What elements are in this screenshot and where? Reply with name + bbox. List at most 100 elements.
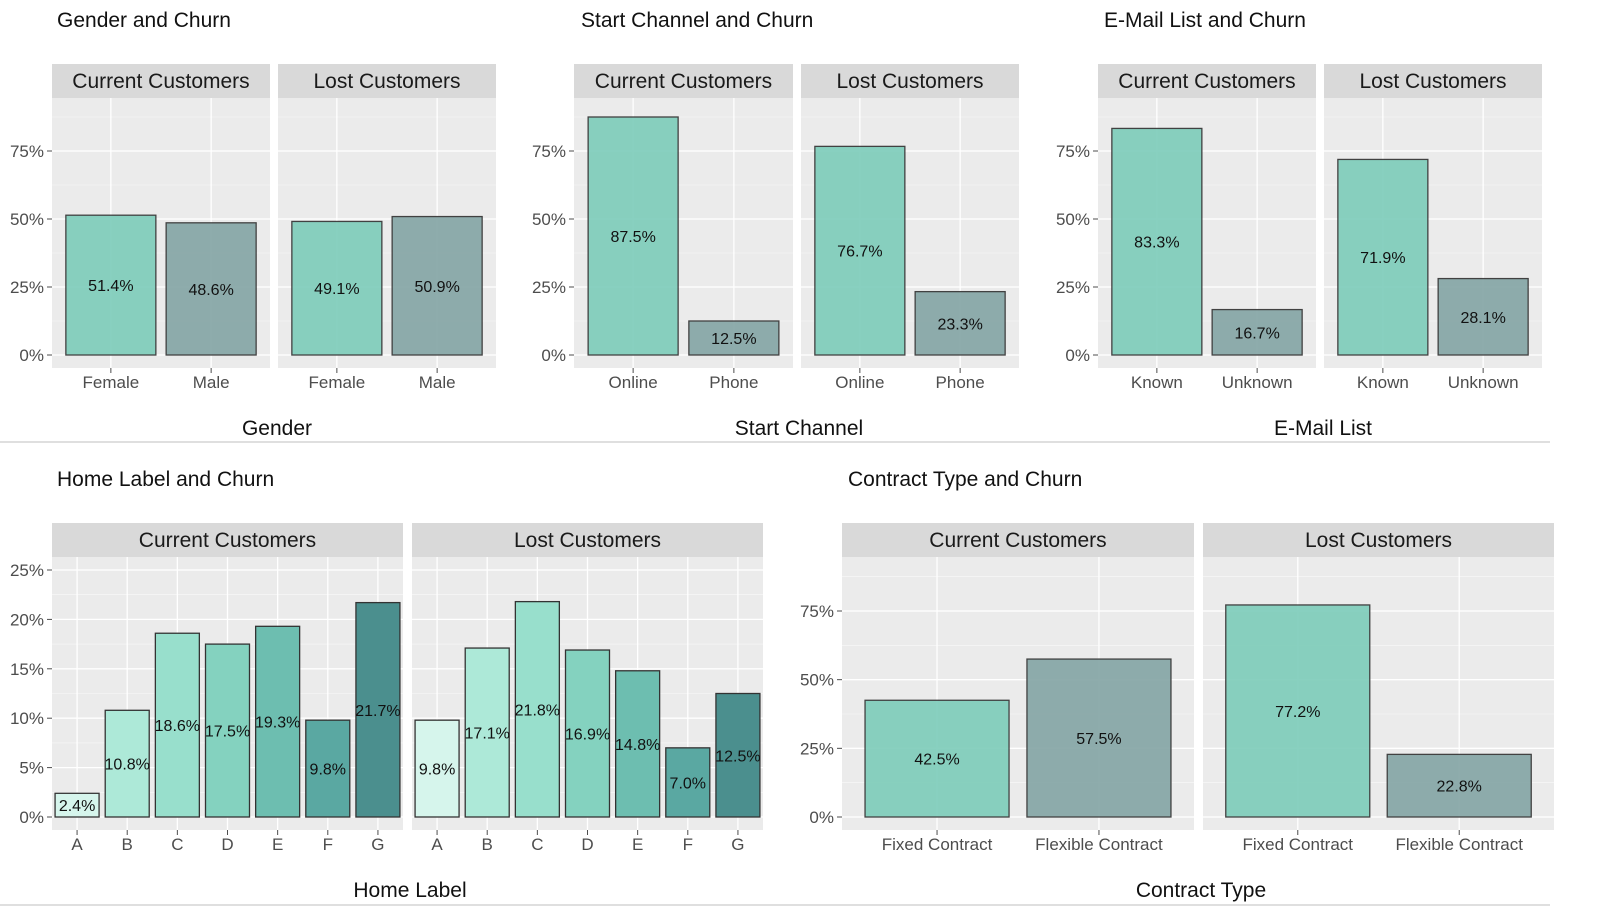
data-label: 7.0% (670, 775, 706, 792)
x-tick-label: Unknown (1222, 373, 1293, 392)
x-tick-label: E (272, 835, 283, 854)
chart-2: E-Mail List and Churn 0% 25% 50% 75% Current … (1056, 9, 1542, 440)
bar (1337, 158, 1429, 356)
chart-title: Home Label and Churn (57, 468, 274, 491)
bar (864, 699, 1010, 818)
data-label: 21.7% (355, 703, 400, 720)
x-tick-label: B (122, 835, 133, 854)
x-tick-label: G (731, 835, 744, 854)
data-label: 50.9% (414, 279, 459, 296)
x-tick-label: Female (309, 373, 366, 392)
x-tick-label: Online (835, 373, 884, 392)
facet-panel: Lost Customers 76.7% Online 23.3% Phone (801, 64, 1019, 392)
facet-strip-label: Current Customers (139, 529, 316, 552)
x-axis-label: Start Channel (735, 417, 863, 440)
bar (665, 747, 711, 818)
x-tick-label: Flexible Contract (1395, 835, 1523, 854)
bar (1111, 127, 1203, 356)
facet-strip-label: Current Customers (1118, 70, 1295, 93)
x-tick-label: E (632, 835, 643, 854)
x-tick-label: Phone (709, 373, 758, 392)
y-tick-label: 25% (10, 561, 44, 580)
data-label: 87.5% (610, 229, 655, 246)
y-tick-label: 25% (800, 739, 834, 758)
bar (1437, 277, 1529, 356)
facet-panel: Current Customers 83.3% Known 16.7% Unknown (1098, 64, 1316, 392)
bar (814, 145, 906, 356)
y-tick-label: 50% (800, 671, 834, 690)
y-tick-label: 0% (19, 346, 44, 365)
y-tick-label: 0% (541, 346, 566, 365)
facet-strip-label: Lost Customers (1359, 70, 1506, 93)
bar (305, 719, 351, 818)
data-label: 23.3% (937, 316, 982, 333)
x-tick-label: F (683, 835, 693, 854)
bar (914, 290, 1006, 356)
chart-title: E-Mail List and Churn (1104, 9, 1306, 32)
bar (514, 600, 561, 818)
x-tick-label: A (71, 835, 83, 854)
facet-strip-label: Current Customers (595, 70, 772, 93)
facet-strip-label: Lost Customers (836, 70, 983, 93)
x-tick-label: Female (83, 373, 140, 392)
x-tick-label: Flexible Contract (1035, 835, 1163, 854)
facet-panel: Current Customers 87.5% Online 12.5% Phone (574, 64, 793, 392)
x-tick-label: F (323, 835, 333, 854)
data-label: 9.8% (419, 762, 455, 779)
bar (564, 649, 611, 818)
facet-strip (52, 64, 270, 98)
x-tick-label: Fixed Contract (882, 835, 993, 854)
data-label: 2.4% (59, 798, 95, 815)
bar (165, 222, 257, 356)
facet-panel: Current Customers 42.5% Fixed Contract 57.5… (842, 523, 1194, 854)
data-label: 76.7% (837, 244, 882, 261)
chart-3: Home Label and Churn 0% 5% 10% 15% 20% 25% Curr… (10, 468, 763, 902)
facet-strip (801, 64, 1019, 98)
data-label: 77.2% (1275, 704, 1320, 721)
data-label: 18.6% (155, 718, 200, 735)
y-tick-label: 25% (10, 278, 44, 297)
x-tick-label: B (482, 835, 493, 854)
y-tick-label: 75% (532, 142, 566, 161)
y-tick-label: 0% (19, 808, 44, 827)
bar (355, 601, 401, 818)
x-tick-label: Male (193, 373, 230, 392)
bar (65, 214, 157, 356)
data-label: 21.8% (515, 702, 560, 719)
facet-strip-label: Current Customers (72, 70, 249, 93)
chart-1: Start Channel and Churn 0% 25% 50% 75% Curren… (532, 9, 1019, 440)
x-axis-label: E-Mail List (1274, 417, 1372, 440)
x-tick-label: Online (609, 373, 658, 392)
bar (1386, 753, 1532, 818)
y-tick-label: 20% (10, 610, 44, 629)
data-label: 14.8% (615, 737, 660, 754)
data-label: 28.1% (1460, 310, 1505, 327)
data-label: 83.3% (1134, 235, 1179, 252)
x-tick-label: Male (419, 373, 456, 392)
x-tick-label: C (171, 835, 183, 854)
x-tick-label: Phone (936, 373, 985, 392)
data-label: 19.3% (255, 715, 300, 732)
facet-strip-label: Lost Customers (514, 529, 661, 552)
data-label: 48.6% (188, 282, 233, 299)
data-label: 51.4% (88, 278, 133, 295)
y-tick-label: 25% (532, 278, 566, 297)
bar (614, 670, 661, 818)
x-axis-label: Home Label (353, 879, 466, 902)
data-label: 42.5% (914, 752, 959, 769)
x-axis-label: Gender (242, 417, 312, 440)
y-tick-label: 25% (1056, 278, 1090, 297)
y-tick-label: 15% (10, 660, 44, 679)
bar (414, 719, 460, 818)
y-tick-label: 50% (1056, 210, 1090, 229)
facet-panel: Lost Customers 9.8% A 17.1% B 21.8% C 16.9% D 14.… (412, 523, 763, 854)
y-tick-label: 10% (10, 709, 44, 728)
y-tick-label: 5% (19, 759, 44, 778)
y-tick-label: 0% (809, 808, 834, 827)
facet-strip (1203, 523, 1554, 557)
y-tick-label: 50% (532, 210, 566, 229)
data-label: 12.5% (715, 748, 760, 765)
chart-4: Contract Type and Churn 0% 25% 50% 75% Curren… (800, 468, 1554, 902)
facet-strip (412, 523, 763, 557)
